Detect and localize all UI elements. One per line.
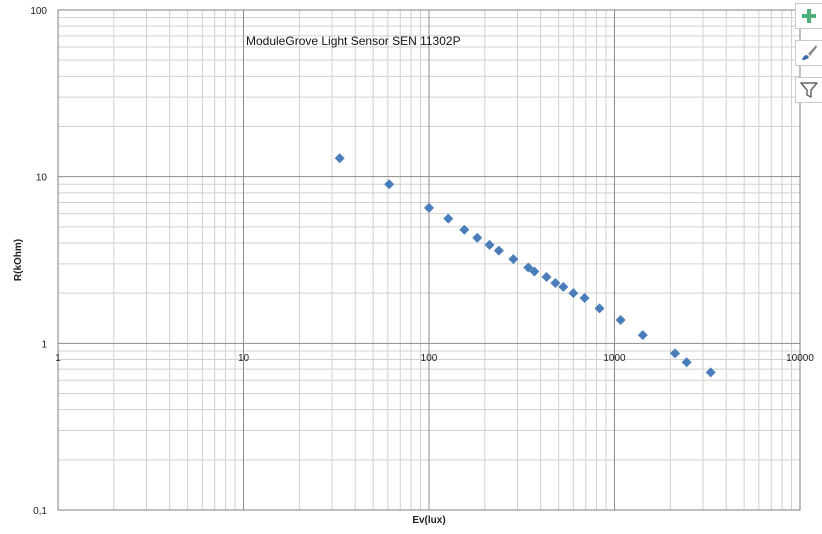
brush-icon: [802, 45, 817, 60]
data-point: [424, 202, 434, 213]
data-point: [523, 262, 534, 273]
add-chart-element-button[interactable]: [795, 3, 822, 29]
x-tick-labels: 1 10 100 1000 10000: [55, 353, 814, 364]
x-tick-label: 100: [421, 353, 438, 364]
chart-styles-button[interactable]: [795, 40, 822, 66]
chart-filters-button[interactable]: [795, 77, 822, 103]
data-point: [705, 367, 716, 378]
data-point: [579, 293, 590, 304]
data-point: [484, 239, 495, 250]
filter-icon: [800, 82, 818, 98]
chart-title: ModuleGrove Light Sensor SEN 11302P: [246, 34, 461, 48]
data-point: [493, 245, 504, 256]
data-point: [384, 179, 395, 190]
data-point: [334, 153, 345, 164]
data-point: [472, 232, 483, 243]
y-tick-label: 0,1: [33, 506, 47, 517]
plot-frame: [57, 9, 801, 511]
data-point: [681, 357, 692, 368]
data-point: [558, 281, 569, 292]
y-tick-label: 10: [36, 173, 48, 184]
data-point: [615, 315, 626, 326]
data-point: [637, 330, 648, 341]
data-point: [459, 224, 470, 235]
x-tick-label: 10000: [786, 353, 814, 364]
x-axis-title: Ev(lux): [412, 515, 445, 526]
y-axis-title: R(kOhm): [13, 239, 24, 281]
data-point: [670, 348, 681, 359]
data-point: [508, 254, 519, 265]
x-tick-label: 1000: [603, 353, 626, 364]
x-tick-label: 1: [55, 353, 61, 364]
data-point: [541, 272, 552, 283]
plus-icon: [802, 9, 816, 23]
y-tick-labels: 0,1 1 10 100: [30, 6, 47, 517]
y-tick-label: 1: [41, 339, 47, 350]
y-tick-label: 100: [30, 6, 47, 17]
data-point: [550, 278, 561, 289]
data-point: [594, 303, 605, 314]
data-point: [443, 213, 454, 224]
data-point: [568, 288, 579, 299]
data-point: [529, 266, 540, 277]
data-points: [334, 153, 716, 378]
x-tick-label: 10: [238, 353, 250, 364]
